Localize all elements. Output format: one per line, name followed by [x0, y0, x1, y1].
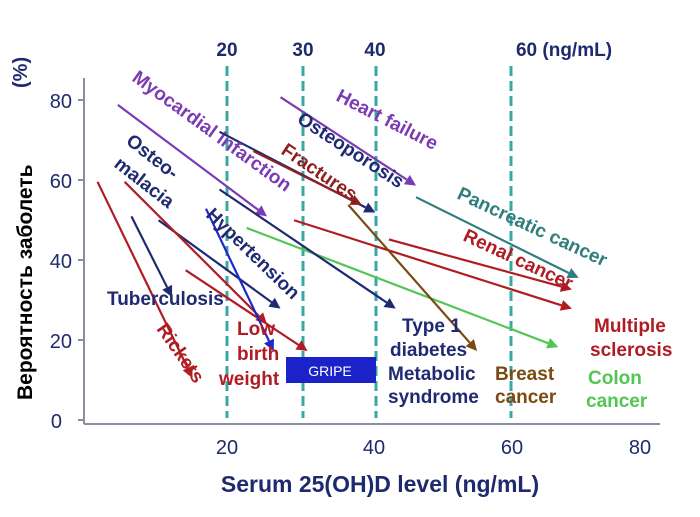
series-arrow-colon-cancer [246, 226, 559, 349]
series-line [218, 188, 388, 304]
y-tick-labels: 0 20 40 60 80 [50, 91, 72, 433]
y-tick-label: 40 [50, 251, 72, 273]
label-tuberculosis: Tuberculosis [107, 289, 224, 310]
label-breast-cancer: Breast [495, 364, 555, 385]
label-type1-diabetes: diabetes [390, 340, 467, 361]
label-rickets: Rickets [152, 320, 208, 387]
series-arrow-tuberculosis [130, 215, 173, 298]
threshold-label: 20 [216, 40, 237, 61]
label-type1-diabetes: Type 1 [402, 316, 461, 337]
series-arrow-low-birth-weight [185, 269, 308, 351]
series-arrowhead [363, 202, 376, 213]
series-arrow-renal-cancer [388, 238, 572, 292]
series-arrow-gripe [204, 208, 274, 351]
label-low-birth-weight: birth [237, 344, 279, 365]
y-tick-label: 20 [50, 331, 72, 353]
series-line [347, 204, 471, 344]
x-tick-label: 80 [629, 437, 651, 459]
label-metabolic-syndrome: Metabolic [388, 364, 476, 385]
series-arrowhead [295, 340, 308, 351]
x-tick-label: 20 [216, 437, 238, 459]
series-arrow-pancreatic-cancer [415, 196, 579, 278]
series-arrow-fractures [252, 150, 362, 205]
label-low-birth-weight: Low [237, 319, 275, 340]
x-tick-label: 40 [363, 437, 385, 459]
x-axis-label: Serum 25(OH)D level (ng/mL) [221, 471, 539, 497]
series-arrowhead [349, 195, 362, 205]
series-arrow-myocardial-infarction [117, 104, 267, 217]
series-arrow-heart-failure [279, 96, 417, 186]
gripe-label: GRIPE [308, 363, 352, 379]
series-arrow-breast-cancer [347, 204, 478, 351]
label-metabolic-syndrome: syndrome [388, 387, 479, 408]
series-arrowhead [383, 297, 396, 309]
series-line [123, 181, 260, 318]
threshold-label: 40 [364, 40, 385, 61]
series-arrow-type-1-diabetes-metabolic-syndrome [218, 188, 396, 309]
label-colon-cancer: Colon [588, 368, 642, 389]
x-tick-labels: 20 40 60 80 [216, 437, 651, 459]
series-line [185, 269, 300, 346]
y-tick-label: 60 [50, 171, 72, 193]
label-multiple-sclerosis: sclerosis [590, 340, 672, 361]
series-line [130, 215, 169, 288]
series-arrow-multiple-sclerosis [293, 219, 572, 311]
series-line [293, 219, 562, 307]
series-arrow-rickets [96, 181, 193, 378]
threshold-labels: 20 30 40 60 (ng/mL) [216, 40, 612, 61]
series-line [279, 96, 408, 181]
gripe-box [286, 357, 376, 383]
series-arrowhead [268, 297, 281, 309]
y-tick-label: 0 [51, 411, 62, 433]
series-line [204, 208, 271, 342]
y-ticks [78, 99, 84, 421]
threshold-label: 30 [292, 40, 313, 61]
label-colon-cancer: cancer [586, 391, 648, 412]
label-breast-cancer: cancer [495, 387, 557, 408]
series-line [388, 238, 562, 288]
label-low-birth-weight: weight [218, 369, 280, 390]
y-tick-label: 80 [50, 91, 72, 113]
series-arrowhead [162, 284, 173, 298]
x-tick-label: 60 [501, 437, 523, 459]
series-line [246, 226, 549, 345]
series-layer [96, 96, 579, 378]
series-arrowhead [403, 175, 417, 186]
series-arrowhead [264, 338, 274, 351]
series-line [117, 104, 259, 211]
series-arrowhead [559, 281, 572, 292]
y-axis-unit: (%) [10, 56, 32, 88]
threshold-label: 60 (ng/mL) [516, 40, 612, 61]
series-line [96, 181, 189, 369]
series-arrowhead [254, 205, 267, 217]
y-axis-label: Вероятность заболеть [14, 164, 37, 400]
series-arrowhead [465, 339, 478, 351]
series-line [252, 150, 353, 201]
label-multiple-sclerosis: Multiple [594, 316, 666, 337]
series-arrowhead [559, 300, 572, 311]
series-arrowhead [566, 268, 579, 278]
series-line [415, 196, 570, 275]
series-arrowhead [182, 365, 193, 378]
series-arrowhead [546, 338, 559, 349]
